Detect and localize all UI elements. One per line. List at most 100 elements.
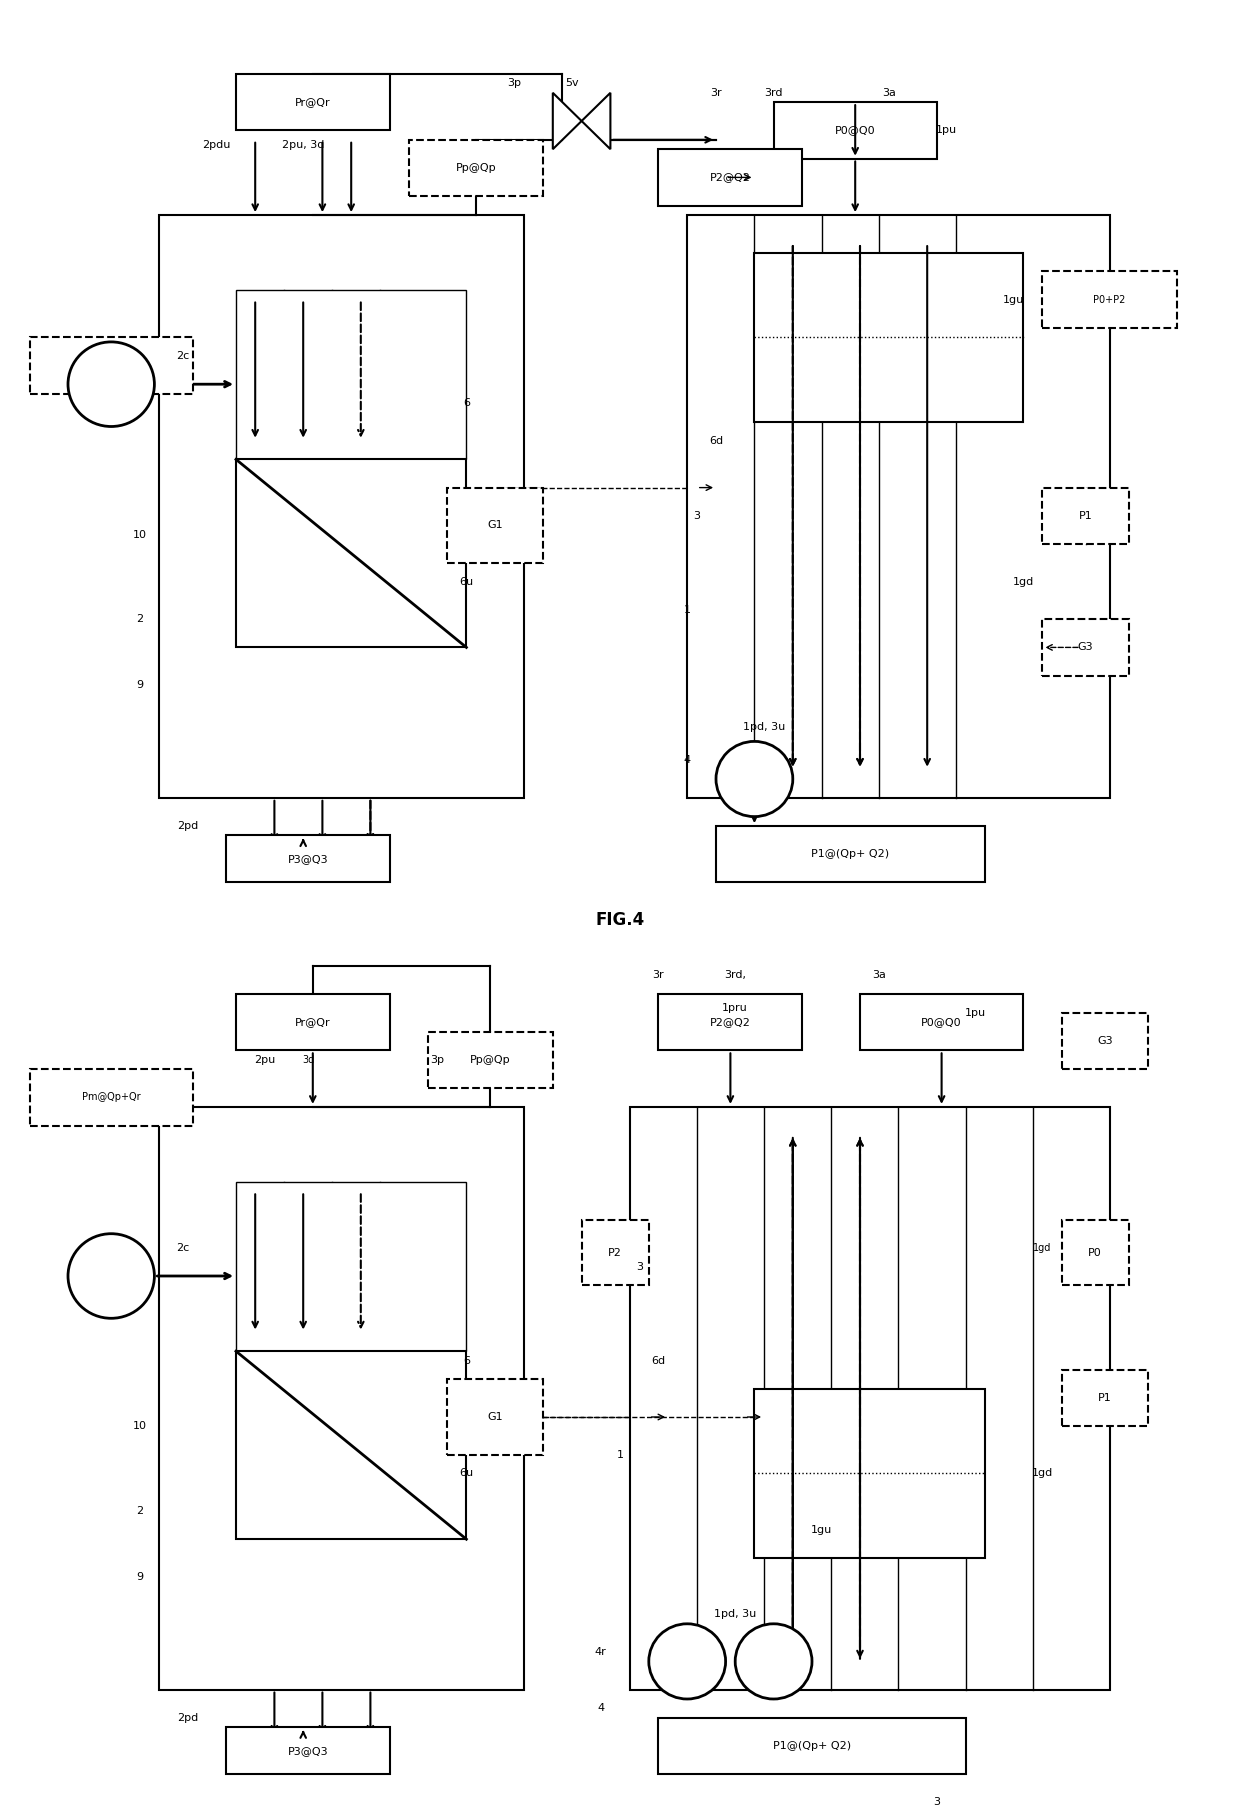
Text: 2pu, 3d: 2pu, 3d xyxy=(281,140,325,149)
Bar xyxy=(227,1727,389,1774)
Text: 2c: 2c xyxy=(176,1243,190,1252)
Text: P3@Q3: P3@Q3 xyxy=(288,854,329,864)
Text: Pp@Qp: Pp@Qp xyxy=(470,1056,511,1065)
Bar xyxy=(658,149,802,206)
Text: 4: 4 xyxy=(598,1704,604,1713)
Text: G3: G3 xyxy=(1078,642,1094,652)
Circle shape xyxy=(715,741,792,817)
Text: 3: 3 xyxy=(693,511,701,521)
Text: 3: 3 xyxy=(934,1798,940,1807)
Bar xyxy=(428,1032,553,1088)
Text: 10: 10 xyxy=(133,530,148,539)
Text: 4: 4 xyxy=(683,755,691,764)
Text: 3r: 3r xyxy=(711,87,722,98)
Polygon shape xyxy=(553,93,582,149)
Text: 3: 3 xyxy=(636,1261,642,1272)
Bar xyxy=(658,994,802,1050)
Text: P3@Q3: P3@Q3 xyxy=(288,1745,329,1756)
Text: G3: G3 xyxy=(1097,1036,1112,1046)
Bar xyxy=(30,337,192,393)
Text: 3r: 3r xyxy=(652,970,665,981)
Bar xyxy=(236,459,466,648)
Text: 9: 9 xyxy=(136,681,144,690)
Text: 2pd: 2pd xyxy=(177,1713,198,1724)
Text: P0@Q0: P0@Q0 xyxy=(835,126,875,135)
Text: 2: 2 xyxy=(136,613,144,624)
Bar xyxy=(1043,619,1128,675)
Polygon shape xyxy=(582,93,610,149)
Text: 1pu: 1pu xyxy=(965,1008,986,1017)
Bar xyxy=(754,253,1023,422)
Bar xyxy=(236,994,389,1050)
Text: Pm@Qp+Qr: Pm@Qp+Qr xyxy=(82,360,140,371)
Text: P0: P0 xyxy=(1089,1247,1102,1258)
Bar xyxy=(1061,1370,1148,1427)
Bar xyxy=(409,140,543,197)
Text: P0+P2: P0+P2 xyxy=(1094,295,1126,304)
Text: P2@Q2: P2@Q2 xyxy=(711,1017,751,1026)
Text: Pr@Qr: Pr@Qr xyxy=(295,1017,331,1026)
Circle shape xyxy=(68,342,155,426)
Circle shape xyxy=(649,1623,725,1700)
Text: P1: P1 xyxy=(1097,1392,1112,1403)
Bar xyxy=(30,1068,192,1125)
Bar xyxy=(1043,271,1177,328)
Text: 3rd,: 3rd, xyxy=(724,970,746,981)
Bar xyxy=(236,1350,466,1540)
Text: 2pdu: 2pdu xyxy=(202,140,231,149)
Text: 6u: 6u xyxy=(459,577,474,586)
Text: 2pu: 2pu xyxy=(254,1056,275,1065)
Text: P2@Q2: P2@Q2 xyxy=(711,173,751,182)
Text: P2: P2 xyxy=(609,1247,622,1258)
Bar xyxy=(582,1219,649,1285)
Text: 3p: 3p xyxy=(507,78,521,89)
Text: 3rd: 3rd xyxy=(764,87,782,98)
Text: 1pd, 3u: 1pd, 3u xyxy=(714,1609,756,1620)
Text: 1: 1 xyxy=(616,1449,624,1460)
Text: 1gu: 1gu xyxy=(811,1525,832,1534)
Bar xyxy=(236,289,466,459)
Text: 6: 6 xyxy=(463,1356,470,1365)
Text: Pr@Qr: Pr@Qr xyxy=(295,96,331,107)
Bar xyxy=(448,1380,543,1454)
Text: 10: 10 xyxy=(133,1421,148,1431)
Text: 6: 6 xyxy=(463,399,470,408)
Bar xyxy=(448,488,543,562)
Text: G1: G1 xyxy=(487,1412,503,1421)
Text: Pp@Qp: Pp@Qp xyxy=(455,164,496,173)
Circle shape xyxy=(68,1234,155,1318)
Bar xyxy=(1061,1012,1148,1068)
Text: 3p: 3p xyxy=(430,1056,445,1065)
Text: 9: 9 xyxy=(136,1572,144,1582)
Bar xyxy=(774,102,936,158)
Text: 3a: 3a xyxy=(882,87,895,98)
Bar xyxy=(236,75,389,131)
Bar xyxy=(754,1389,985,1558)
Text: 1pru: 1pru xyxy=(723,1003,748,1014)
Bar xyxy=(715,826,985,883)
Text: 6d: 6d xyxy=(651,1356,666,1365)
Text: Pm@Qp+Qr: Pm@Qp+Qr xyxy=(82,1092,140,1103)
Bar xyxy=(1061,1219,1128,1285)
Text: 1pu: 1pu xyxy=(936,126,957,135)
Text: 3d: 3d xyxy=(301,1056,314,1065)
Bar xyxy=(159,215,525,797)
Text: P1@(Qp+ Q2): P1@(Qp+ Q2) xyxy=(773,1742,851,1751)
Bar xyxy=(630,1107,1110,1689)
Bar xyxy=(658,1718,966,1774)
Text: P1@(Qp+ Q2): P1@(Qp+ Q2) xyxy=(811,850,889,859)
Bar xyxy=(861,994,1023,1050)
Text: 5v: 5v xyxy=(565,78,579,89)
Bar xyxy=(159,1107,525,1689)
Text: 1pd, 3u: 1pd, 3u xyxy=(743,723,785,732)
Bar xyxy=(227,835,389,883)
Text: 1gd: 1gd xyxy=(1032,1469,1053,1478)
Text: 6d: 6d xyxy=(709,435,723,446)
Text: 6u: 6u xyxy=(459,1469,474,1478)
Bar xyxy=(687,215,1110,797)
Text: 1: 1 xyxy=(683,604,691,615)
Text: 2pd: 2pd xyxy=(177,821,198,832)
Text: 1gd: 1gd xyxy=(1033,1243,1052,1252)
Text: 2c: 2c xyxy=(176,351,190,360)
Text: 2: 2 xyxy=(136,1505,144,1516)
